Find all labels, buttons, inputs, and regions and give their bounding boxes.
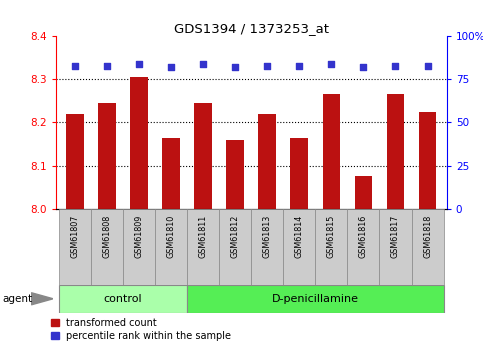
Text: GSM61809: GSM61809: [134, 215, 143, 258]
Point: [135, 61, 143, 67]
Point: [392, 63, 399, 68]
Point: [296, 63, 303, 68]
Legend: transformed count, percentile rank within the sample: transformed count, percentile rank withi…: [51, 318, 231, 341]
Bar: [130, 77, 148, 209]
Bar: [123, 209, 155, 285]
Point: [263, 63, 271, 68]
Text: GSM61811: GSM61811: [199, 215, 208, 258]
Text: agent: agent: [2, 294, 32, 304]
Bar: [91, 209, 123, 285]
Bar: [162, 138, 180, 209]
Bar: [66, 114, 84, 209]
Text: GSM61813: GSM61813: [263, 215, 272, 258]
Bar: [323, 95, 340, 209]
Point: [199, 61, 207, 67]
Bar: [59, 285, 187, 313]
Title: GDS1394 / 1373253_at: GDS1394 / 1373253_at: [174, 22, 328, 35]
Text: GSM61810: GSM61810: [167, 215, 175, 258]
Bar: [387, 95, 404, 209]
Text: GSM61812: GSM61812: [230, 215, 240, 258]
Bar: [380, 209, 412, 285]
Bar: [283, 209, 315, 285]
Text: GSM61808: GSM61808: [102, 215, 112, 258]
Text: GSM61807: GSM61807: [71, 215, 79, 258]
Point: [231, 65, 239, 70]
Point: [71, 63, 79, 68]
Polygon shape: [31, 293, 53, 305]
Bar: [412, 209, 443, 285]
Bar: [219, 209, 251, 285]
Bar: [347, 209, 380, 285]
Bar: [98, 103, 115, 209]
Point: [424, 63, 431, 68]
Text: GSM61817: GSM61817: [391, 215, 400, 258]
Bar: [419, 112, 436, 209]
Bar: [227, 140, 244, 209]
Point: [359, 65, 367, 70]
Bar: [187, 285, 443, 313]
Text: control: control: [103, 294, 142, 304]
Text: GSM61818: GSM61818: [423, 215, 432, 258]
Text: D-penicillamine: D-penicillamine: [272, 294, 359, 304]
Bar: [187, 209, 219, 285]
Bar: [355, 176, 372, 209]
Bar: [315, 209, 347, 285]
Point: [103, 63, 111, 68]
Text: GSM61816: GSM61816: [359, 215, 368, 258]
Point: [327, 61, 335, 67]
Text: GSM61814: GSM61814: [295, 215, 304, 258]
Point: [167, 65, 175, 70]
Bar: [251, 209, 283, 285]
Bar: [59, 209, 91, 285]
Bar: [155, 209, 187, 285]
Text: GSM61815: GSM61815: [327, 215, 336, 258]
Bar: [194, 103, 212, 209]
Bar: [258, 114, 276, 209]
Bar: [290, 138, 308, 209]
